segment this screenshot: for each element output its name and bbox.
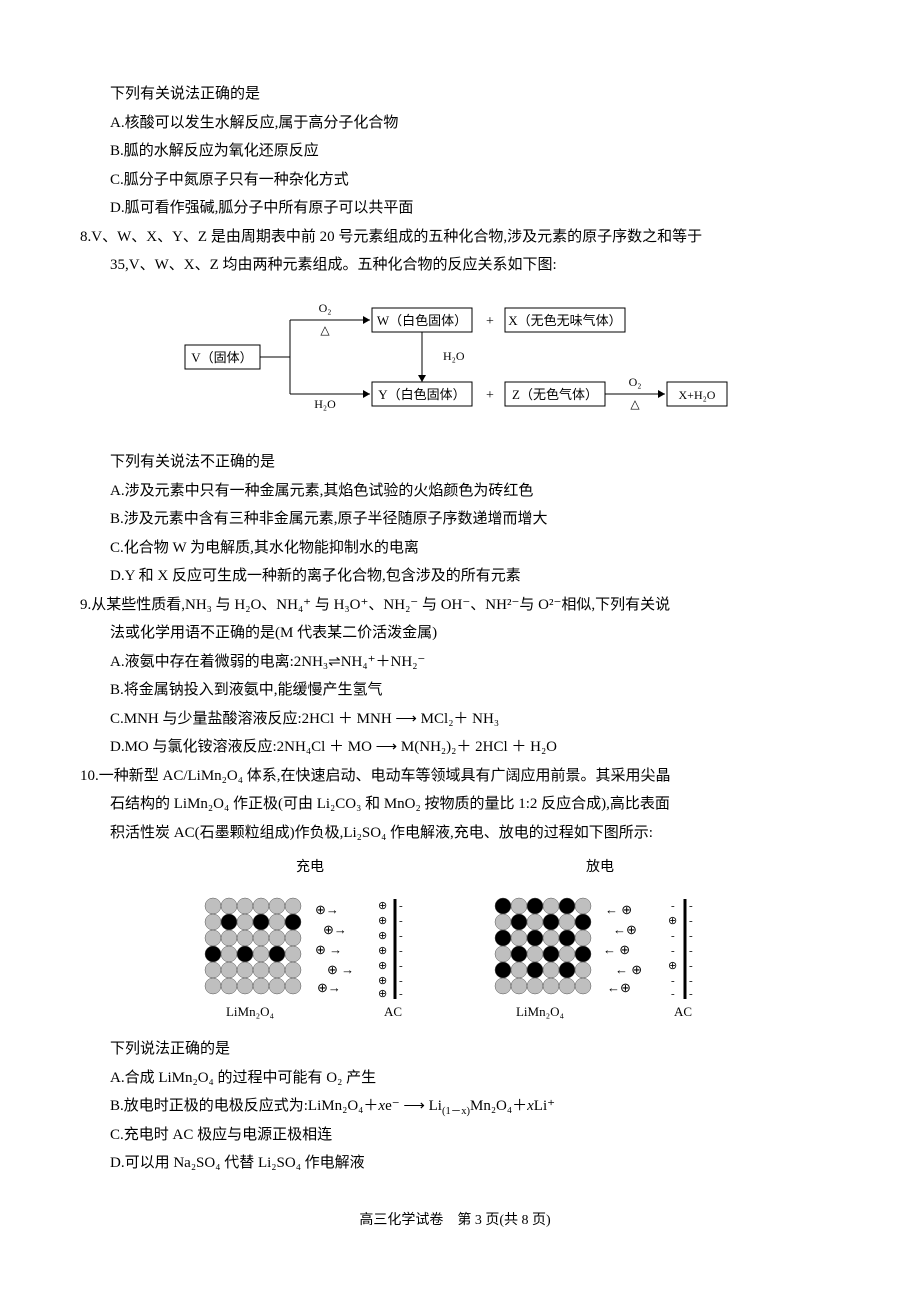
q8-stem-line1: 8.V、W、X、Y、Z 是由周期表中前 20 号元素组成的五种化合物,涉及元素的… [80,223,830,252]
svg-text:-: - [399,900,403,912]
page-footer: 高三化学试卷 第 3 页(共 8 页) [80,1208,830,1235]
svg-text:-: - [399,975,403,987]
elec-left-2: LiMn₂O₄ [516,1004,565,1019]
svg-text:⊕: ⊕ [378,960,387,972]
svg-text:-: - [399,915,403,927]
elec-right-1: AC [384,1004,402,1019]
box-w: W（白色固体） [377,313,467,328]
q7-stem: 下列有关说法正确的是 [80,80,830,109]
svg-text:⊕: ⊕ [378,900,387,912]
svg-text:⊕ →: ⊕ → [327,962,354,977]
q10-sub: 下列说法正确的是 [80,1035,830,1064]
svg-text:←⊕: ←⊕ [613,922,637,937]
q8-opt-c: C.化合物 W 为电解质,其水化物能抑制水的电离 [80,534,830,563]
svg-text:← ⊕: ← ⊕ [605,902,632,917]
elec-right-2: AC [674,1004,692,1019]
q8-opt-b: B.涉及元素中含有三种非金属元素,原子半径随原子序数递增而增大 [80,505,830,534]
q7-opt-c: C.胍分子中氮原子只有一种杂化方式 [80,166,830,195]
q10-stem-line2: 石结构的 LiMn₂O₄ 作正极(可由 Li₂CO₃ 和 MnO₂ 按物质的量比… [80,790,830,819]
elec-left-1: LiMn₂O₄ [226,1004,275,1019]
plus-bot: + [486,388,494,403]
svg-text:⊕ →: ⊕ → [315,942,342,957]
q10-opt-d: D.可以用 Na₂SO₄ 代替 Li₂SO₄ 作电解液 [80,1149,830,1178]
svg-text:⊕: ⊕ [378,945,387,957]
q9-stem-line2: 法或化学用语不正确的是(M 代表某二价活泼金属) [80,619,830,648]
svg-text:-: - [671,930,675,942]
svg-text:-: - [399,988,403,1000]
svg-text:⊕: ⊕ [668,915,677,927]
box-x: X（无色无味气体） [508,313,621,328]
svg-text:←⊕: ←⊕ [607,980,631,995]
q9-opt-a: A.液氨中存在着微弱的电离:2NH₃⇌NH₄⁺＋NH₂⁻ [80,648,830,677]
svg-text:-: - [399,945,403,957]
q7-opt-d: D.胍可看作强碱,胍分子中所有原子可以共平面 [80,194,830,223]
label-h2o-mid: H₂O [443,349,465,363]
svg-text:← ⊕: ← ⊕ [603,942,630,957]
svg-text:-: - [689,960,693,972]
box-y: Y（白色固体） [378,387,465,402]
svg-text:-: - [671,945,675,957]
plus-top: + [486,314,494,329]
q8-sub: 下列有关说法不正确的是 [80,448,830,477]
q7-opt-b: B.胍的水解反应为氧化还原反应 [80,137,830,166]
svg-text:-: - [689,915,693,927]
charge-title: 充电 [195,855,425,882]
q10-opt-b: B.放电时正极的电极反应式为:LiMn₂O₄＋xe⁻ ⟶ Li(1－x)Mn₂O… [80,1092,830,1121]
svg-text:⊕→: ⊕→ [323,922,347,937]
svg-text:-: - [689,945,693,957]
discharge-svg: ← ⊕ ←⊕ ← ⊕ ← ⊕ ←⊕ -- ⊕- -- -- ⊕- -- -- L… [485,884,715,1019]
svg-text:-: - [671,988,675,1000]
label-o2-top: O₂ [319,301,332,315]
svg-text:⊕: ⊕ [668,960,677,972]
label-tri-right: △ [630,397,640,411]
box-v: V（固体） [191,350,252,365]
q9-opt-c: C.MNH 与少量盐酸溶液反应:2HCl ＋ MNH ⟶ MCl₂＋ NH₃ [80,705,830,734]
svg-text:⊕: ⊕ [378,930,387,942]
label-tri-top: △ [320,323,330,337]
q8-opt-d: D.Y 和 X 反应可生成一种新的离子化合物,包含涉及的所有元素 [80,562,830,591]
svg-text:-: - [671,975,675,987]
charge-svg: ⊕→ ⊕→ ⊕ → ⊕ → ⊕→ ⊕- ⊕- ⊕- ⊕- ⊕- ⊕- ⊕- Li… [195,884,425,1019]
box-z: Z（无色气体） [512,387,598,402]
svg-text:⊕: ⊕ [378,915,387,927]
box-prod: X+H₂O [679,388,716,402]
q10-stem-line1: 10.一种新型 AC/LiMn₂O₄ 体系,在快速启动、电动车等领域具有广阔应用… [80,762,830,791]
svg-text:⊕→: ⊕→ [317,980,341,995]
svg-text:-: - [689,975,693,987]
q9-opt-d: D.MO 与氯化铵溶液反应:2NH₄Cl ＋ MO ⟶ M(NH₂)₂＋ 2HC… [80,733,830,762]
label-h2o-bottom: H₂O [314,397,336,411]
q9-opt-b: B.将金属钠投入到液氨中,能缓慢产生氢气 [80,676,830,705]
q8-diagram: V（固体） O₂ △ H₂O W（白色固体） + X（无色无味气体） H₂O Y… [80,290,830,441]
q8-stem-line2: 35,V、W、X、Z 均由两种元素组成。五种化合物的反应关系如下图: [80,251,830,280]
q10-stem-line3: 积活性炭 AC(石墨颗粒组成)作负极,Li₂SO₄ 作电解液,充电、放电的过程如… [80,819,830,848]
q7-opt-a: A.核酸可以发生水解反应,属于高分子化合物 [80,109,830,138]
svg-text:-: - [671,900,675,912]
q10-opt-a: A.合成 LiMn₂O₄ 的过程中可能有 O₂ 产生 [80,1064,830,1093]
label-o2-right: O₂ [629,375,642,389]
discharge-title: 放电 [485,855,715,882]
svg-text:-: - [689,930,693,942]
svg-text:← ⊕: ← ⊕ [615,962,642,977]
svg-text:⊕: ⊕ [378,975,387,987]
svg-text:-: - [689,988,693,1000]
svg-text:⊕→: ⊕→ [315,902,339,917]
q9-stem-line1: 9.从某些性质看,NH₃ 与 H₂O、NH₄⁺ 与 H₃O⁺、NH₂⁻ 与 OH… [80,591,830,620]
svg-text:-: - [399,960,403,972]
q8-opt-a: A.涉及元素中只有一种金属元素,其焰色试验的火焰颜色为砖红色 [80,477,830,506]
svg-text:⊕: ⊕ [378,988,387,1000]
q10-opt-c: C.充电时 AC 极应与电源正极相连 [80,1121,830,1150]
q10-diagram: 充电 ⊕→ ⊕→ ⊕ → ⊕ → ⊕→ ⊕- ⊕- ⊕- ⊕- ⊕- ⊕- ⊕- [80,855,830,1029]
svg-text:-: - [689,900,693,912]
svg-text:-: - [399,930,403,942]
